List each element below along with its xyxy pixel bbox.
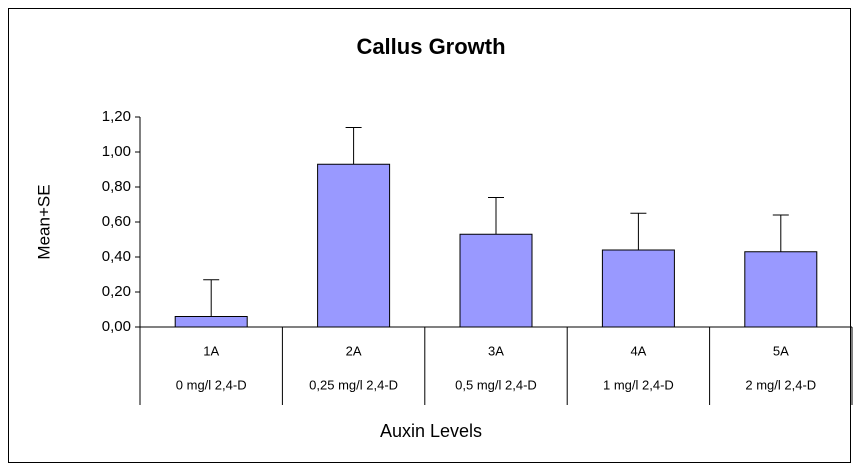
x-tick-detail: 0,25 mg/l 2,4-D xyxy=(309,377,398,392)
x-tick-label: 5A xyxy=(773,343,789,358)
y-axis-title: Mean+SE xyxy=(34,184,53,259)
x-tick-label: 4A xyxy=(630,343,646,358)
y-tick-label: 1,20 xyxy=(102,108,131,125)
y-tick-label: 0,40 xyxy=(102,248,131,265)
y-tick-label: 1,00 xyxy=(102,143,131,160)
y-tick-label: 0,80 xyxy=(102,178,131,195)
y-tick-label: 0,20 xyxy=(102,283,131,300)
error-bar xyxy=(488,197,504,235)
y-tick-label: 0,60 xyxy=(102,213,131,230)
chart-title: Callus Growth xyxy=(356,34,505,59)
x-tick-label: 2A xyxy=(346,343,362,358)
x-tick-detail: 1 mg/l 2,4-D xyxy=(603,377,674,392)
y-tick-label: 0,00 xyxy=(102,318,131,335)
error-bar xyxy=(772,214,789,252)
bar xyxy=(317,163,391,328)
x-tick-detail: 2 mg/l 2,4-D xyxy=(745,377,816,392)
chart-border xyxy=(8,8,851,463)
x-axis-title: Auxin Levels xyxy=(380,421,482,441)
x-tick-detail: 0 mg/l 2,4-D xyxy=(176,377,247,392)
error-bar xyxy=(630,212,647,250)
x-tick-detail: 0,5 mg/l 2,4-D xyxy=(455,377,537,392)
bar xyxy=(174,316,248,328)
error-bar xyxy=(203,279,220,317)
bar xyxy=(744,251,818,328)
x-tick-label: 1A xyxy=(203,343,219,358)
x-tick-label: 3A xyxy=(488,343,504,358)
bar xyxy=(459,233,533,328)
error-bar xyxy=(345,127,362,165)
bar xyxy=(601,249,675,328)
